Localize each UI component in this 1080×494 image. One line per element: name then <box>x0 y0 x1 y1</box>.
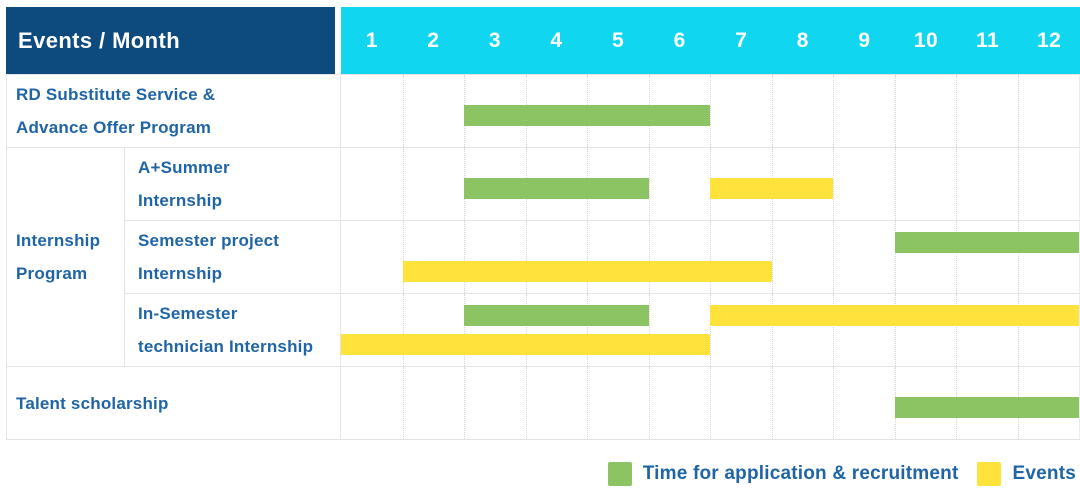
timeline-row-talent-scholarship <box>340 366 1080 439</box>
month-gridline <box>710 294 711 366</box>
timeline-row-semester-project-internship <box>340 220 1080 293</box>
month-gridline <box>956 75 957 147</box>
legend-label-events: Events <box>1012 463 1076 484</box>
month-label-2: 2 <box>427 28 440 52</box>
month-gridline <box>525 294 527 366</box>
month-gridline <box>464 294 465 366</box>
month-gridline <box>1017 294 1019 366</box>
month-gridline <box>833 294 834 366</box>
row-label-rd-substitute-service: RD Substitute Service & Advance Offer Pr… <box>6 74 340 147</box>
gantt-bar <box>402 261 772 282</box>
month-gridline <box>648 294 650 366</box>
month-gridline <box>710 75 711 147</box>
month-gridline <box>894 294 896 366</box>
month-gridline <box>525 367 527 439</box>
legend-swatch-yellow <box>977 462 1002 486</box>
month-header-row: 1 2 3 4 5 6 7 8 9 10 11 12 <box>341 7 1080 74</box>
month-label-1: 1 <box>365 28 378 52</box>
timeline-row-a-summer-internship <box>340 147 1080 220</box>
month-gridline <box>894 75 896 147</box>
timeline-row-in-semester-technician-internship <box>340 293 1080 366</box>
month-gridline <box>833 75 834 147</box>
table-title: Events / Month <box>18 27 181 53</box>
month-gridline <box>402 221 404 293</box>
month-gridline <box>710 221 711 293</box>
month-gridline <box>771 75 773 147</box>
month-gridline <box>648 148 650 220</box>
month-label-11: 11 <box>975 28 1000 52</box>
month-label-3: 3 <box>488 28 502 52</box>
legend-item-events: Events <box>977 462 1076 486</box>
month-gridline <box>956 148 957 220</box>
timeline-row-rd-substitute-service <box>340 74 1080 147</box>
month-label-10: 10 <box>913 28 939 52</box>
legend-item-application-recruitment: Time for application & recruitment <box>607 462 959 486</box>
gantt-bar <box>710 178 833 199</box>
month-label-8: 8 <box>796 28 809 52</box>
month-gridline <box>771 221 773 293</box>
schedule-table: Events / Month 1 2 3 4 5 6 7 8 9 10 11 12 RD Substi… <box>6 7 1080 440</box>
legend: Time for application & recruitment Event… <box>0 462 1076 486</box>
month-gridline <box>587 367 588 439</box>
month-gridline <box>464 367 465 439</box>
month-label-7: 7 <box>735 28 748 52</box>
month-gridline <box>402 367 404 439</box>
month-gridline <box>833 148 834 220</box>
legend-swatch-green <box>607 462 632 486</box>
gantt-bar <box>710 305 1079 326</box>
gantt-bar <box>894 232 1079 253</box>
month-gridline <box>956 294 957 366</box>
gantt-bar <box>464 178 649 199</box>
month-gridline <box>771 367 773 439</box>
table-header-cell: Events / Month <box>6 7 335 74</box>
row-label-a-summer-internship: A+Summer Internship <box>124 147 340 220</box>
month-gridline <box>894 221 896 293</box>
month-gridline <box>402 294 404 366</box>
month-label-4: 4 <box>550 28 563 52</box>
month-gridline <box>525 221 527 293</box>
row-label-talent-scholarship: Talent scholarship <box>6 366 340 439</box>
gantt-bar <box>464 305 649 326</box>
gantt-bar <box>894 397 1079 418</box>
group-label-internship-program: Internship Program <box>6 147 124 366</box>
gantt-bar <box>464 105 710 126</box>
month-gridline <box>894 148 896 220</box>
month-gridline <box>648 367 650 439</box>
month-gridline <box>1017 148 1019 220</box>
month-gridline <box>402 75 404 147</box>
month-gridline <box>833 367 834 439</box>
month-label-12: 12 <box>1036 28 1062 52</box>
row-label-in-semester-technician-internship: In-Semester technician Internship <box>124 293 340 366</box>
month-gridline <box>648 221 650 293</box>
month-gridline <box>1017 221 1019 293</box>
month-gridline <box>771 294 773 366</box>
month-label-9: 9 <box>858 28 871 52</box>
month-gridline <box>956 221 957 293</box>
gantt-bar <box>341 334 710 355</box>
month-gridline <box>587 221 588 293</box>
month-label-5: 5 <box>612 28 625 52</box>
month-gridline <box>402 148 404 220</box>
month-gridline <box>1017 75 1019 147</box>
month-gridline <box>710 367 711 439</box>
month-gridline <box>587 294 588 366</box>
row-label-semester-project-internship: Semester project Internship <box>124 220 340 293</box>
legend-label-application-recruitment: Time for application & recruitment <box>642 463 959 484</box>
month-gridline <box>464 221 465 293</box>
month-label-6: 6 <box>673 28 686 52</box>
month-gridline <box>833 221 834 293</box>
